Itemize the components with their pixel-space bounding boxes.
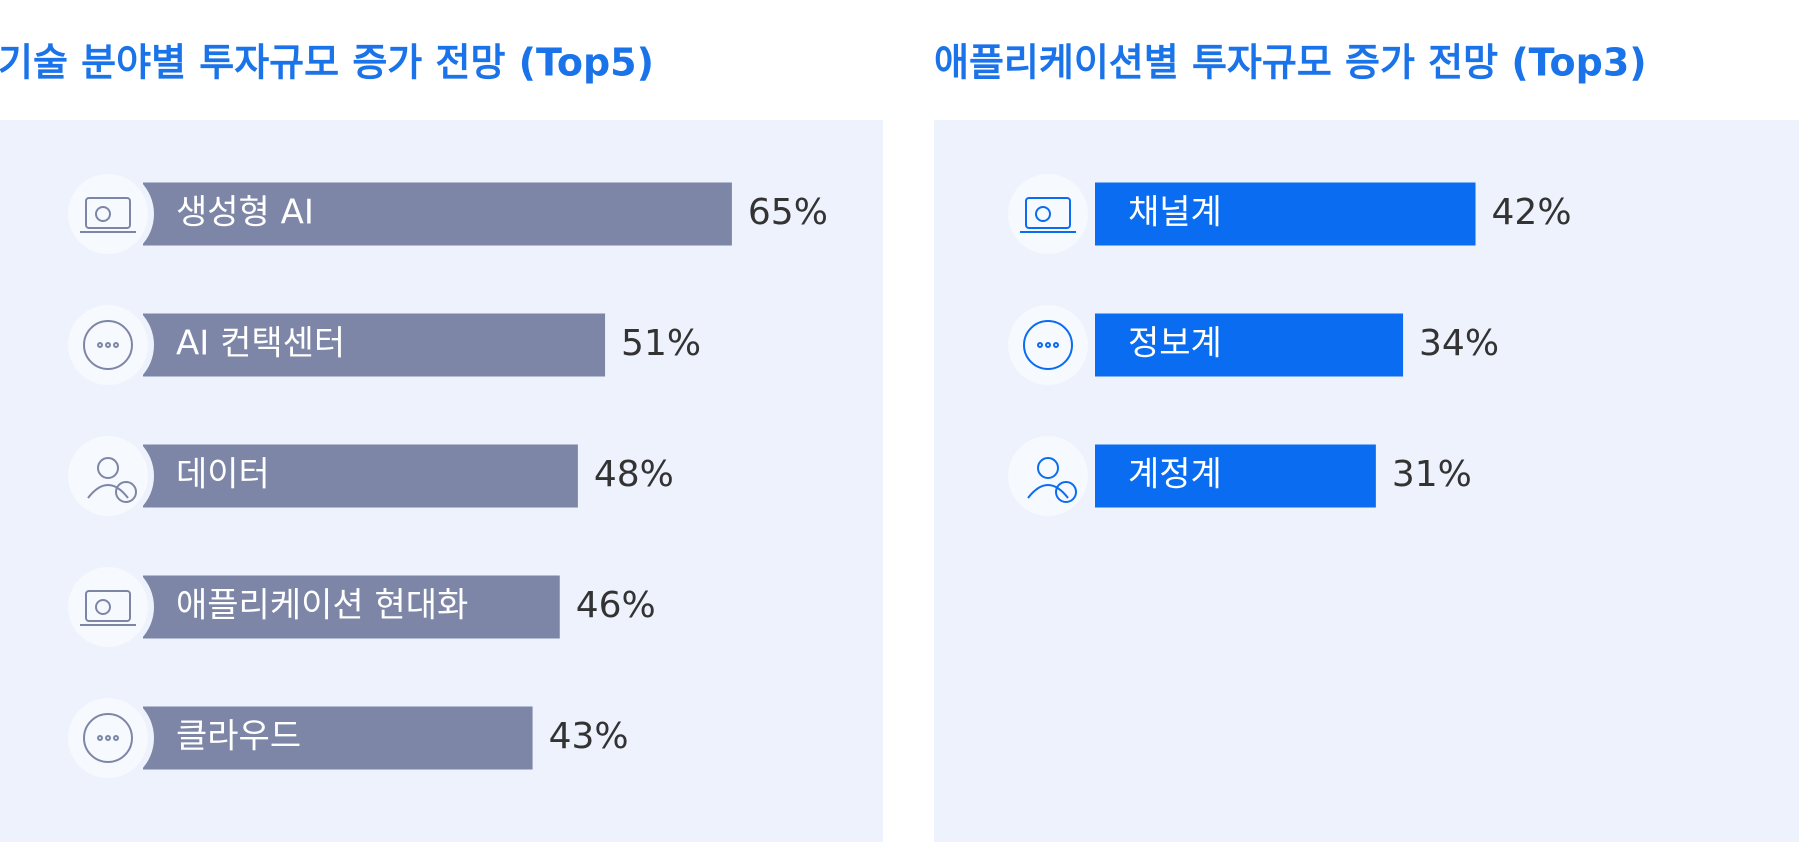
icon — [83, 713, 133, 763]
icon — [83, 320, 133, 370]
icon-shape — [83, 320, 133, 370]
icon — [80, 197, 136, 233]
value-label: 43% — [549, 716, 629, 757]
value-label: 46% — [576, 585, 656, 626]
bar — [1095, 182, 1476, 246]
icon-shape — [1023, 320, 1073, 370]
icon-shape — [1027, 484, 1069, 499]
icon-backdrop — [1008, 436, 1088, 516]
category-label: 데이터 — [176, 455, 270, 495]
category-label: 애플리케이션 현대화 — [176, 586, 468, 626]
value-label: 48% — [594, 454, 674, 495]
icon-shape — [85, 197, 131, 229]
icon-shape — [113, 342, 119, 348]
icon — [87, 457, 137, 503]
icon-shape — [1025, 197, 1071, 229]
icon — [1020, 197, 1076, 233]
icon-shape — [1037, 342, 1043, 348]
category-label: 정보계 — [1128, 324, 1222, 364]
icon-backdrop — [1008, 174, 1088, 254]
chart-title: 애플리케이션별 투자규모 증가 전망 (Top3) — [934, 41, 1647, 85]
icon-backdrop — [68, 305, 148, 385]
icon-shape — [95, 599, 111, 615]
icon — [1023, 320, 1073, 370]
category-label: 채널계 — [1128, 193, 1222, 233]
icon-shape — [115, 481, 137, 503]
bar — [143, 575, 560, 639]
icon-shape — [1053, 342, 1059, 348]
value-label: 31% — [1392, 454, 1472, 495]
value-label: 34% — [1419, 323, 1499, 364]
icon-shape — [97, 735, 103, 741]
bar — [143, 444, 578, 508]
bar — [1095, 313, 1404, 377]
icon-shape — [105, 735, 111, 741]
bar — [1095, 444, 1376, 508]
value-label: 65% — [748, 192, 828, 233]
icon-shape — [105, 342, 111, 348]
category-label: 생성형 AI — [176, 193, 314, 233]
icon-shape — [1055, 481, 1077, 503]
icon-backdrop — [1008, 305, 1088, 385]
icon-shape — [87, 484, 129, 499]
icon-backdrop — [68, 567, 148, 647]
chart-title: 기술 분야별 투자규모 증가 전망 (Top5) — [0, 41, 654, 85]
icon-backdrop — [68, 174, 148, 254]
value-label: 42% — [1492, 192, 1572, 233]
category-label: 클라우드 — [176, 717, 301, 757]
bar — [143, 182, 732, 246]
icon-shape — [1037, 457, 1059, 479]
category-label: AI 컨택센터 — [176, 324, 345, 364]
bar — [143, 313, 606, 377]
icon-shape — [85, 590, 131, 622]
icon-shape — [1035, 206, 1051, 222]
icon-shape — [95, 206, 111, 222]
icon-shape — [97, 457, 119, 479]
icon-shape — [1045, 342, 1051, 348]
icon-shape — [83, 713, 133, 763]
category-label: 계정계 — [1128, 455, 1222, 495]
icon — [80, 590, 136, 626]
value-label: 51% — [621, 323, 701, 364]
icon-backdrop — [68, 436, 148, 516]
bar — [143, 706, 533, 770]
icon — [1027, 457, 1077, 503]
icon-backdrop — [68, 698, 148, 778]
icon-shape — [97, 342, 103, 348]
icon-shape — [113, 735, 119, 741]
